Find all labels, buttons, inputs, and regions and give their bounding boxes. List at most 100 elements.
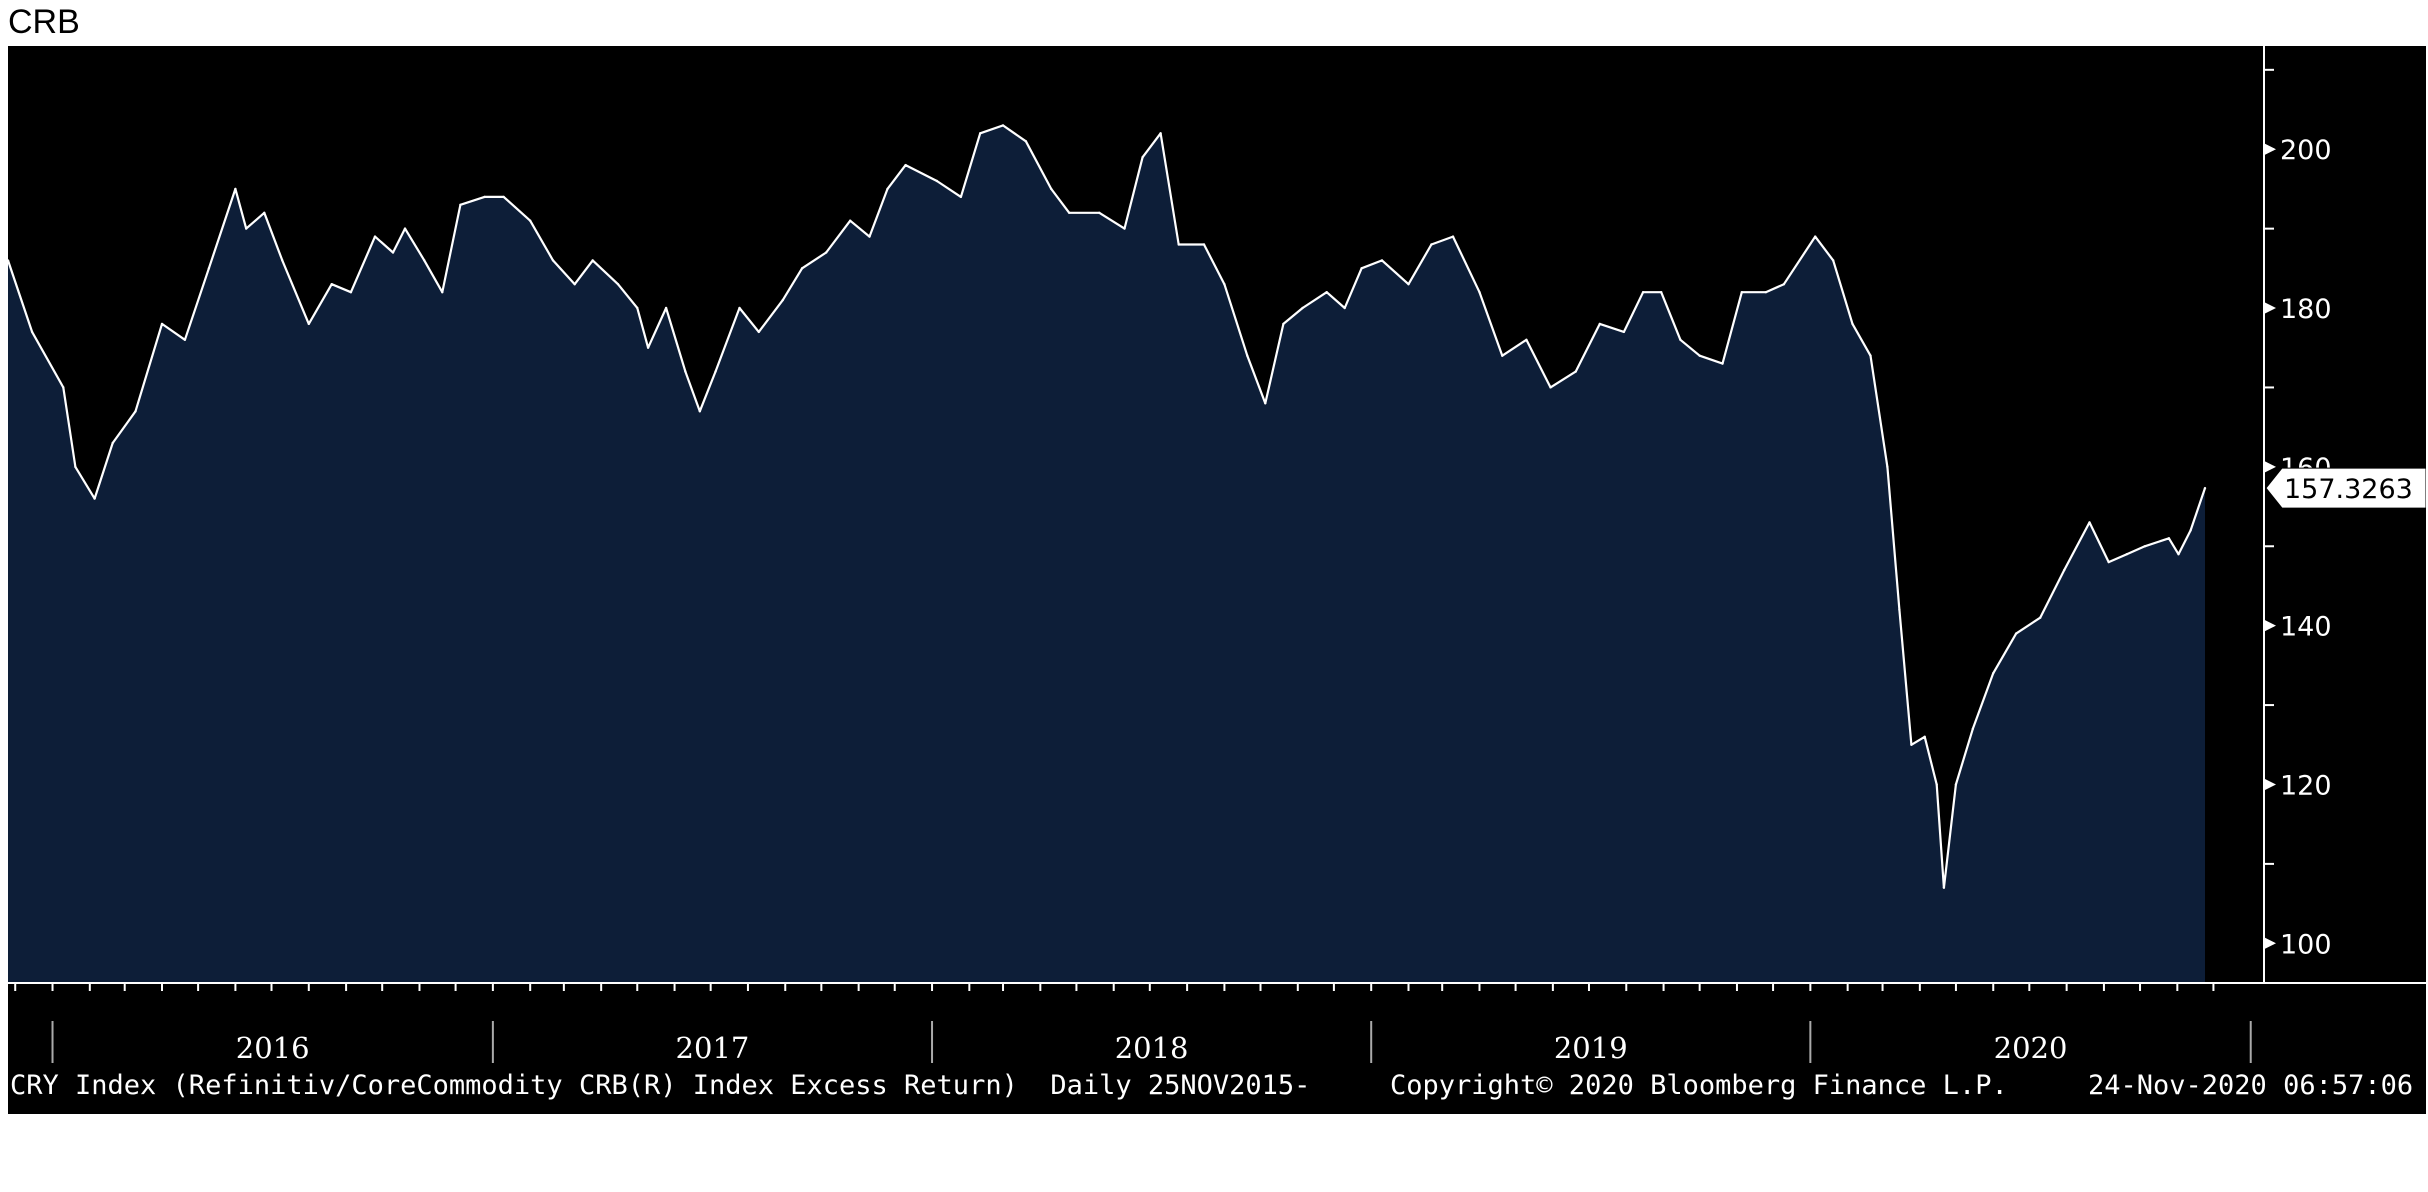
y-tick-label: 140 — [2280, 612, 2332, 643]
data-point — [979, 132, 982, 135]
data-point — [1360, 267, 1363, 270]
data-point — [234, 187, 237, 191]
data-point — [160, 322, 164, 326]
data-point — [1898, 608, 1901, 611]
data-point — [1740, 291, 1744, 294]
y-tick-mark — [2264, 143, 2276, 156]
data-point — [886, 187, 889, 191]
data-point — [263, 211, 266, 214]
data-point — [1141, 156, 1144, 159]
data-point — [1202, 243, 1206, 246]
data-point — [502, 195, 505, 199]
data-point — [1301, 306, 1304, 310]
series-area — [8, 125, 2205, 983]
data-point — [1177, 243, 1180, 246]
data-point — [1451, 235, 1455, 238]
x-tick-label: 2020 — [1994, 1031, 2068, 1065]
data-point — [2107, 560, 2110, 564]
data-point — [757, 330, 760, 334]
data-point — [483, 195, 486, 199]
data-point — [2177, 553, 2180, 556]
data-point — [111, 441, 114, 445]
data-point — [616, 283, 620, 286]
data-point — [1923, 735, 1926, 738]
data-point — [1574, 370, 1577, 373]
data-point — [2088, 521, 2091, 524]
data-point — [2203, 486, 2207, 490]
data-point — [1764, 291, 1768, 294]
data-point — [8, 259, 10, 262]
data-point — [1814, 235, 1817, 238]
data-point — [1641, 291, 1645, 294]
data-point — [349, 291, 353, 294]
data-point — [1549, 386, 1552, 389]
data-point — [1851, 322, 1854, 326]
data-point — [1343, 306, 1346, 310]
chart-panel: 1001201401601802002016201720182019202015… — [8, 46, 2426, 1114]
data-point — [1935, 783, 1938, 786]
data-point — [959, 195, 963, 199]
data-point — [2014, 632, 2018, 635]
data-point — [1698, 354, 1701, 357]
data-point — [1942, 886, 1946, 889]
last-value-tag — [2265, 467, 2426, 509]
y-tick-label: 180 — [2280, 294, 2332, 325]
data-point — [646, 346, 650, 349]
data-point — [1598, 322, 1602, 326]
data-point — [1380, 259, 1384, 262]
data-point — [1910, 743, 1913, 746]
data-point — [1525, 338, 1528, 341]
data-point — [1886, 465, 1889, 469]
data-point — [1660, 291, 1663, 294]
footer-timestamp: 24-Nov-2020 06:57:06 — [2088, 1070, 2414, 1101]
data-point — [2189, 529, 2192, 532]
x-tick-label: 2018 — [1115, 1031, 1189, 1065]
data-point — [373, 235, 377, 238]
data-point — [1622, 330, 1626, 334]
data-point — [1782, 283, 1786, 286]
data-point — [1971, 727, 1975, 731]
data-point — [1407, 283, 1410, 286]
data-point — [459, 203, 462, 206]
data-point — [1325, 291, 1328, 294]
data-point — [636, 306, 639, 310]
y-tick-mark — [2264, 302, 2276, 315]
data-point — [664, 306, 668, 310]
data-point — [30, 330, 34, 334]
y-tick-label: 120 — [2280, 770, 2332, 801]
chart-svg: 1001201401601802002016201720182019202015… — [8, 46, 2426, 1065]
data-point — [1832, 259, 1835, 262]
y-tick-mark — [2264, 460, 2276, 473]
data-point — [1123, 227, 1126, 230]
data-point — [245, 227, 248, 230]
data-point — [591, 259, 594, 262]
data-point — [904, 163, 907, 167]
data-point — [1223, 283, 1226, 286]
data-point — [1954, 783, 1958, 786]
data-point — [62, 386, 65, 389]
data-point — [825, 251, 828, 254]
data-point — [330, 283, 333, 286]
data-point — [281, 259, 284, 262]
data-point — [714, 370, 717, 373]
data-point — [1264, 402, 1267, 405]
data-point — [1478, 291, 1481, 294]
y-tick-mark — [2264, 619, 2276, 632]
data-point — [2039, 616, 2042, 619]
x-tick-label: 2017 — [676, 1031, 750, 1065]
data-point — [738, 306, 741, 310]
data-point — [1992, 672, 1995, 675]
data-point — [935, 179, 939, 183]
data-point — [1430, 243, 1433, 246]
data-point — [1159, 132, 1162, 135]
data-point — [800, 267, 804, 270]
x-tick-label: 2019 — [1554, 1031, 1628, 1065]
data-point — [1050, 187, 1053, 191]
data-point — [1024, 140, 1028, 143]
footer-copyright: Copyright© 2020 Bloomberg Finance L.P. — [1390, 1070, 2008, 1101]
data-point — [1501, 354, 1504, 357]
y-tick-mark — [2264, 937, 2276, 950]
data-point — [403, 227, 407, 230]
data-point — [868, 235, 871, 238]
data-point — [573, 283, 576, 286]
